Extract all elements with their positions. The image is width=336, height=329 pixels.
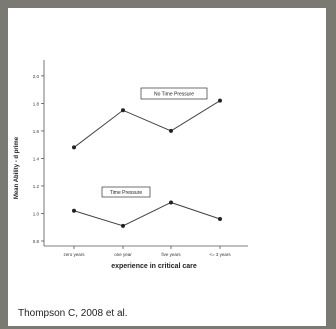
- data-point: [218, 216, 222, 221]
- series-label-box: [140, 87, 208, 100]
- series-line: [73, 100, 221, 148]
- line-chart: 0.8 1.0 1.2 1.4 1.6 1.8 2.0 zero years one year…: [14, 60, 248, 270]
- series-layer: No Time Pressure Time Pressure: [72, 87, 222, 228]
- data-point: [72, 208, 76, 213]
- y-axis-label: Mean Ability - d prime: [14, 136, 20, 199]
- data-point: [169, 128, 173, 133]
- y-tick-label: 2.0: [33, 74, 40, 79]
- y-ticks: 0.8 1.0 1.2 1.4 1.6 1.8 2.0: [33, 74, 44, 244]
- series-line: [73, 201, 221, 227]
- x-ticks: zero years one year five years <= 3 years: [63, 246, 231, 257]
- data-point: [121, 223, 125, 228]
- data-point: [169, 200, 173, 205]
- series-label: No Time Pressure: [140, 87, 208, 100]
- x-axis-label: experience in critical care: [111, 263, 197, 270]
- y-tick-label: 1.6: [33, 129, 40, 134]
- series-label: Time Pressure: [101, 186, 151, 198]
- series-label-text: No Time Pressure: [154, 92, 194, 98]
- x-tick-label: one year: [114, 252, 132, 257]
- data-point: [121, 108, 125, 113]
- y-tick-label: 1.0: [33, 211, 40, 216]
- series-label-box: [101, 186, 151, 198]
- data-point: [72, 145, 76, 150]
- series-label-text: Time Pressure: [110, 190, 143, 196]
- x-tick-label: five years: [161, 252, 181, 257]
- y-tick-label: 1.8: [33, 101, 40, 106]
- y-tick-label: 1.2: [33, 184, 40, 189]
- x-tick-label: <= 3 years: [209, 252, 231, 257]
- y-tick-label: 1.4: [33, 156, 40, 161]
- data-point: [218, 98, 222, 103]
- figure-card: 0.8 1.0 1.2 1.4 1.6 1.8 2.0 zero years one year…: [8, 8, 326, 326]
- figure-caption: Thompson C, 2008 et al.: [18, 308, 128, 319]
- x-tick-label: zero years: [63, 252, 85, 257]
- y-tick-label: 0.8: [33, 239, 40, 244]
